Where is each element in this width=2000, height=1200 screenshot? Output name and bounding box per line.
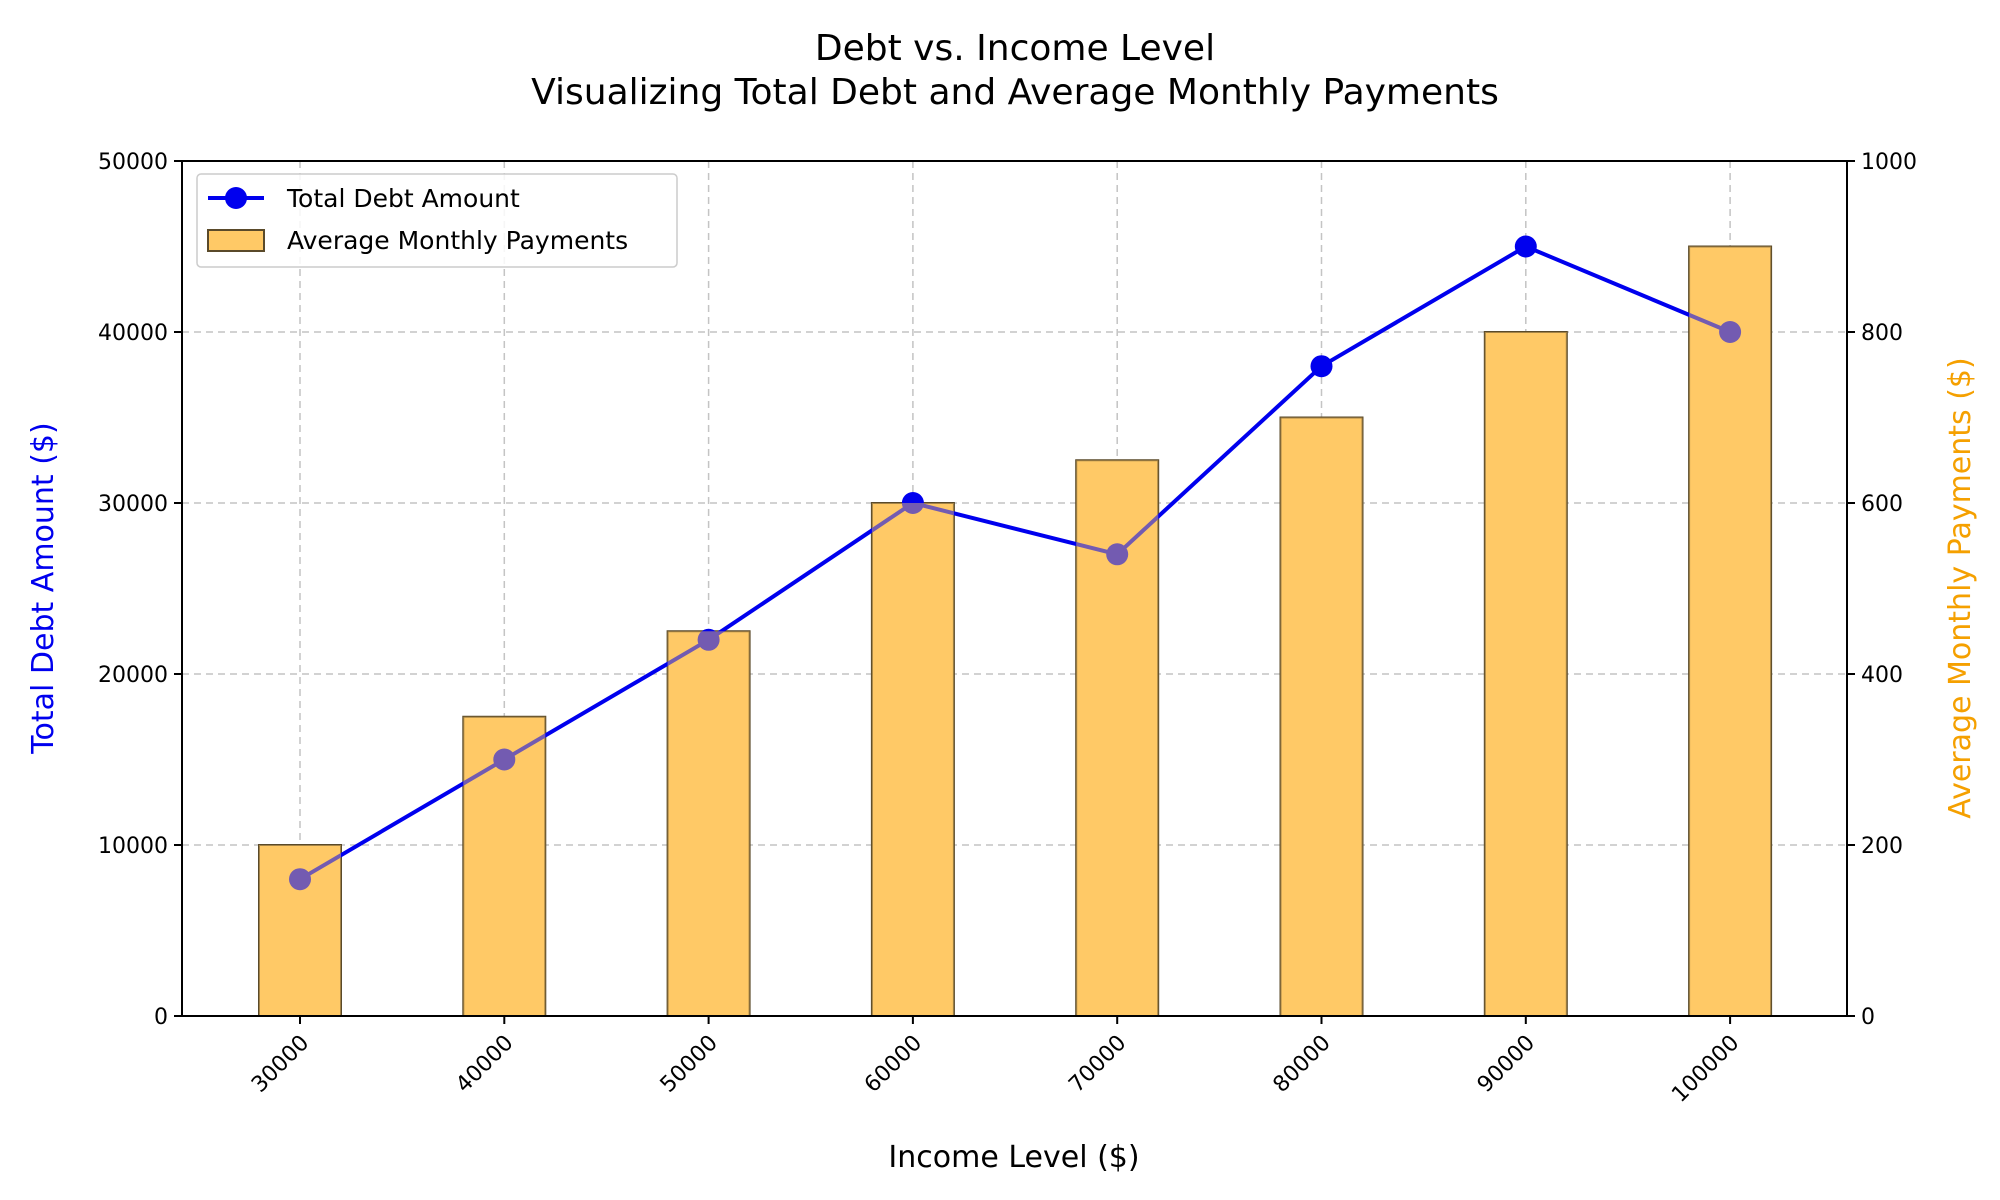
- point-total-debt: [1106, 543, 1129, 566]
- bar-overlay-segment: [871, 503, 954, 1016]
- bar-monthly-payment: [870, 502, 955, 1017]
- bar-monthly-payment: [666, 630, 751, 1017]
- bar-monthly-payment: [1279, 416, 1364, 1017]
- tick-label-left: 30000: [98, 492, 168, 517]
- bar-overlay-segment: [259, 845, 341, 1016]
- point-total-debt: [1310, 355, 1333, 378]
- y-axis-left-label: Total Debt Amount ($): [26, 422, 61, 754]
- plot-frame: [181, 160, 1848, 1017]
- tick-label-left: 40000: [98, 321, 168, 346]
- bar-monthly-payment: [1688, 245, 1773, 1017]
- point-total-debt: [901, 492, 924, 514]
- tick-label-right: 400: [1861, 663, 1903, 688]
- bar-overlay: [259, 246, 1772, 1016]
- point-total-debt: [1719, 321, 1742, 343]
- legend-label-total-debt: Total Debt Amount: [286, 184, 520, 213]
- bar-overlay-segment: [1280, 417, 1363, 1016]
- legend-line-marker: [225, 187, 247, 209]
- right-axis-ticks: 0 200 400 600 800 1000: [1847, 150, 1917, 1030]
- point-total-debt: [697, 628, 720, 651]
- point-total-debt: [1514, 235, 1537, 258]
- legend: Total Debt Amount Average Monthly Paymen…: [196, 173, 678, 268]
- chart-title: Debt vs. Income Level: [815, 28, 1215, 69]
- legend-label-monthly-payments: Average Monthly Payments: [287, 226, 628, 255]
- bar-overlay-segment: [1484, 332, 1567, 1016]
- tick-label-right: 0: [1861, 1005, 1875, 1030]
- chart-subtitle: Visualizing Total Debt and Average Month…: [531, 72, 1499, 113]
- point-total-debt: [289, 868, 311, 891]
- bar-overlay-segment: [463, 716, 546, 1016]
- bar-monthly-payment: [1483, 331, 1568, 1017]
- tick-label-left: 0: [154, 1005, 168, 1030]
- bar-series: [258, 245, 1773, 1017]
- legend-box: [196, 173, 678, 268]
- left-axis-ticks: 0 10000 20000 30000 40000 50000: [98, 150, 182, 1030]
- bar-overlay-segment: [1689, 246, 1772, 1016]
- line-series: [259, 235, 1772, 1016]
- point-total-debt: [493, 748, 516, 771]
- tick-label-left: 50000: [98, 150, 168, 175]
- tick-label-left: 10000: [98, 834, 168, 859]
- bar-overlay-segment: [1076, 460, 1159, 1016]
- tick-label-left: 20000: [98, 663, 168, 688]
- tick-label-right: 800: [1861, 321, 1903, 346]
- line-total-debt: [298, 244, 1731, 881]
- tick-label-right: 1000: [1861, 150, 1917, 175]
- tick-label-right: 200: [1861, 834, 1903, 859]
- bar-overlay-segment: [667, 631, 750, 1016]
- y-axis-right-label: Average Monthly Payments ($): [1943, 357, 1978, 818]
- tick-label-right: 600: [1861, 492, 1903, 517]
- x-axis-label: Income Level ($): [888, 1140, 1139, 1175]
- legend-bar-swatch: [207, 229, 265, 252]
